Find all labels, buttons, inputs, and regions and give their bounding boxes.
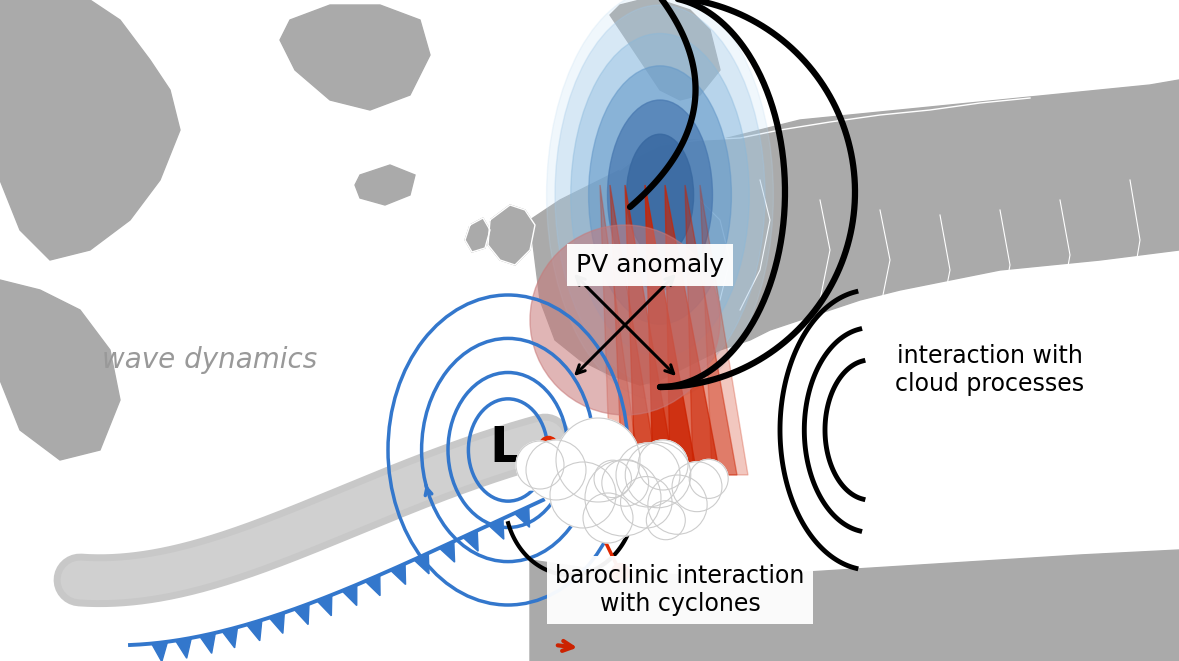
Polygon shape: [279, 5, 430, 110]
Circle shape: [531, 225, 720, 415]
Circle shape: [526, 440, 586, 500]
Polygon shape: [462, 530, 479, 551]
Polygon shape: [199, 633, 216, 653]
Polygon shape: [465, 218, 490, 252]
Polygon shape: [610, 0, 720, 100]
FancyBboxPatch shape: [523, 450, 673, 490]
Ellipse shape: [555, 5, 765, 385]
Polygon shape: [488, 518, 503, 539]
Ellipse shape: [626, 134, 693, 256]
Polygon shape: [365, 575, 380, 596]
Polygon shape: [685, 185, 737, 475]
Ellipse shape: [607, 100, 712, 290]
Circle shape: [646, 501, 685, 540]
Circle shape: [615, 443, 680, 507]
Polygon shape: [600, 185, 640, 475]
Circle shape: [601, 459, 648, 506]
Text: baroclinic interaction
with cyclones: baroclinic interaction with cyclones: [555, 564, 805, 616]
Circle shape: [594, 460, 632, 498]
Ellipse shape: [571, 34, 749, 356]
Circle shape: [625, 442, 691, 508]
Circle shape: [556, 418, 640, 502]
Text: PV anomaly: PV anomaly: [577, 253, 724, 277]
Polygon shape: [488, 205, 535, 265]
Circle shape: [620, 477, 672, 528]
Ellipse shape: [588, 66, 731, 324]
Polygon shape: [645, 185, 697, 475]
Text: wave dynamics: wave dynamics: [103, 346, 317, 374]
Polygon shape: [269, 613, 284, 633]
Text: L: L: [489, 424, 521, 472]
Polygon shape: [625, 185, 676, 475]
Polygon shape: [531, 550, 1179, 661]
Polygon shape: [317, 595, 331, 616]
Polygon shape: [440, 541, 455, 562]
Polygon shape: [176, 638, 191, 658]
Polygon shape: [355, 165, 415, 205]
Circle shape: [672, 462, 722, 512]
Circle shape: [638, 440, 689, 490]
Ellipse shape: [547, 0, 773, 400]
Circle shape: [585, 460, 661, 536]
Polygon shape: [610, 185, 658, 475]
Circle shape: [647, 475, 707, 534]
Polygon shape: [514, 506, 529, 527]
Circle shape: [690, 459, 729, 498]
Polygon shape: [246, 620, 262, 641]
Circle shape: [549, 462, 615, 528]
Circle shape: [516, 441, 564, 489]
FancyBboxPatch shape: [599, 466, 718, 500]
Polygon shape: [294, 603, 309, 625]
Polygon shape: [414, 553, 429, 574]
Polygon shape: [222, 627, 237, 648]
Polygon shape: [700, 185, 747, 475]
Circle shape: [582, 493, 633, 543]
Polygon shape: [0, 280, 120, 460]
Polygon shape: [152, 642, 167, 661]
Polygon shape: [665, 185, 720, 475]
Polygon shape: [342, 585, 357, 605]
Text: interaction with
cloud processes: interaction with cloud processes: [895, 344, 1085, 396]
Polygon shape: [0, 0, 180, 260]
Polygon shape: [390, 564, 406, 584]
Polygon shape: [531, 80, 1179, 385]
